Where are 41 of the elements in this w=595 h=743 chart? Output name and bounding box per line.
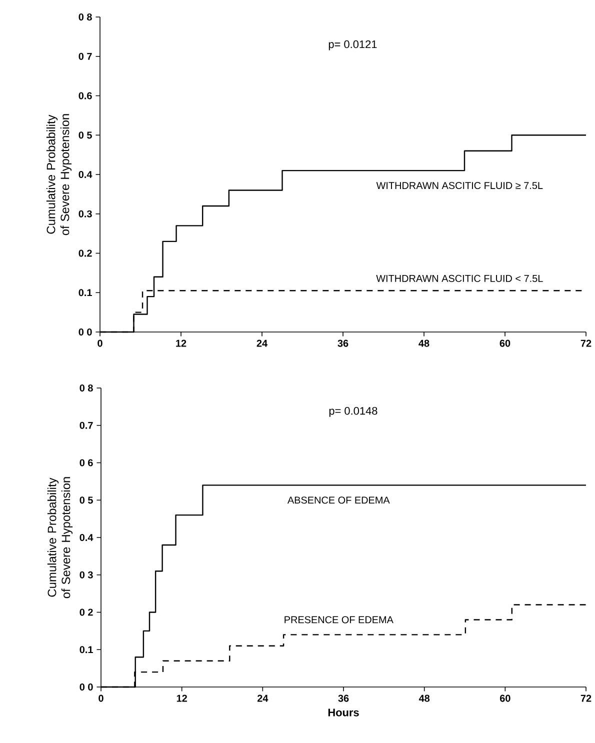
y-tick-label: 0 0 [78, 328, 92, 336]
y-tick-label: 0 5 [80, 496, 94, 504]
x-tick-label: 48 [419, 694, 430, 702]
annotation: p= 0.0148 [329, 406, 378, 417]
x-tick-label: 36 [338, 340, 348, 347]
y-tick-label: 0.1 [78, 289, 92, 296]
x-tick-label: 24 [256, 340, 268, 347]
annotation: p= 0.0121 [328, 40, 377, 50]
x-axis-title: Hours [328, 708, 359, 716]
y-tick-label: 0 5 [78, 132, 92, 139]
x-tick-label: 24 [258, 694, 268, 702]
x-tick-label: 12 [176, 340, 186, 347]
y-tick-label: 0.4 [78, 170, 92, 178]
series-label: WITHDRAWN ASCITIC FLUID < 7.5L [376, 274, 543, 282]
x-tick-label: 0 [98, 340, 102, 347]
y-tick-label: 0 8 [78, 13, 92, 21]
y-tick-label: 0.2 [78, 250, 92, 257]
x-tick-label: 72 [580, 340, 592, 347]
x-tick-label: 60 [500, 340, 510, 347]
y-tick-label: 0 7 [78, 52, 92, 60]
series-label: WITHDRAWN ASCITIC FLUID ≥ 7.5L [376, 182, 543, 190]
y-axis-title: Cumulative Probability of Severe Hypotension [46, 114, 72, 236]
y-tick-label: 0.1 [80, 646, 94, 654]
series-label: ABSENCE OF EDEMA [288, 496, 390, 504]
y-tick-label: 0 3 [80, 571, 93, 578]
x-tick-label: 0 [98, 694, 104, 702]
series-label: PRESENCE OF EDEMA [284, 616, 394, 624]
x-tick-label: 48 [418, 340, 430, 347]
x-tick-label: 36 [338, 694, 349, 702]
y-tick-label: 0 2 [80, 608, 93, 616]
y-tick-label: 0.7 [80, 422, 93, 429]
x-tick-label: 60 [500, 694, 510, 702]
y-tick-label: 0.4 [80, 534, 94, 542]
y-axis-title: Cumulative Probability of Severe Hypotension [48, 477, 73, 598]
y-tick-label: 0.3 [78, 210, 92, 218]
y-tick-label: 0 0 [80, 683, 93, 691]
y-tick-label: 0 8 [80, 384, 93, 392]
x-tick-label: 72 [580, 694, 592, 702]
y-tick-label: 0 6 [80, 459, 93, 466]
y-tick-label: 0.6 [78, 92, 92, 100]
x-tick-label: 12 [176, 694, 188, 702]
